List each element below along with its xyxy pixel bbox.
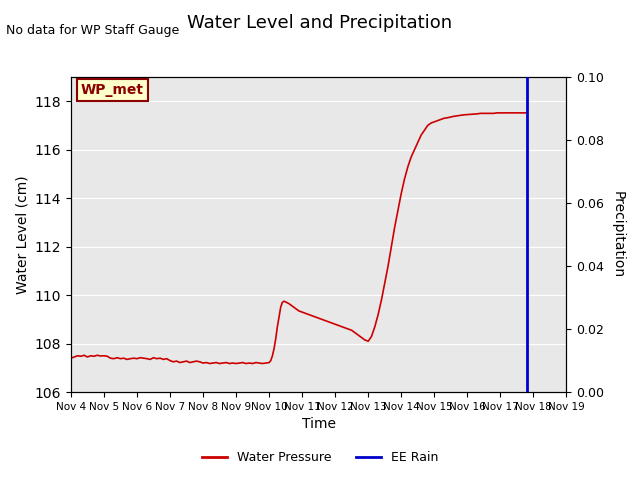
Y-axis label: Water Level (cm): Water Level (cm) — [15, 175, 29, 294]
Text: Water Level and Precipitation: Water Level and Precipitation — [188, 14, 452, 33]
Text: No data for WP Staff Gauge: No data for WP Staff Gauge — [6, 24, 180, 37]
X-axis label: Time: Time — [301, 418, 335, 432]
Text: WP_met: WP_met — [81, 83, 144, 97]
Y-axis label: Precipitation: Precipitation — [611, 191, 625, 278]
Legend: Water Pressure, EE Rain: Water Pressure, EE Rain — [196, 446, 444, 469]
